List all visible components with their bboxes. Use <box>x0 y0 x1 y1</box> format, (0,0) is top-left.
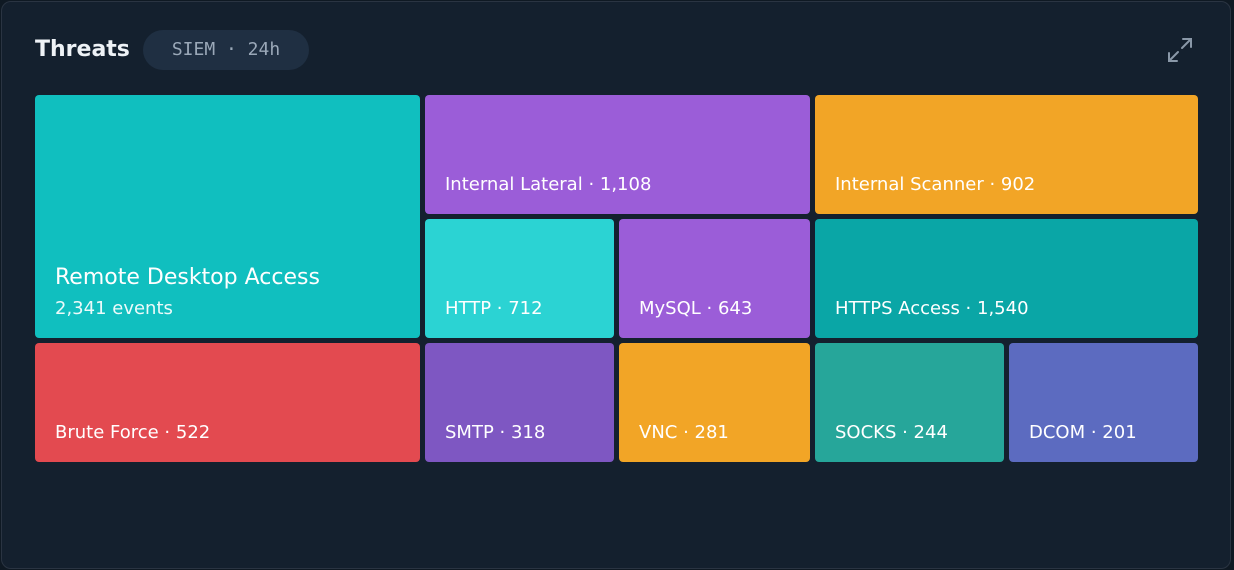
source-badge: SIEM · 24h <box>143 30 309 70</box>
tile-label: Remote Desktop Access <box>55 265 320 290</box>
tile-label: HTTP · 712 <box>445 298 543 319</box>
tile-label: MySQL · 643 <box>639 298 753 319</box>
tile-sublabel: 2,341 events <box>55 298 173 319</box>
tile-label: Internal Scanner · 902 <box>835 174 1036 195</box>
tile-label: SMTP · 318 <box>445 422 546 443</box>
threat-tile[interactable]: HTTP · 712 <box>425 219 614 338</box>
expand-button[interactable] <box>1166 36 1194 64</box>
tile-label: DCOM · 201 <box>1029 422 1137 443</box>
tile-label: VNC · 281 <box>639 422 729 443</box>
threat-tile[interactable]: Brute Force · 522 <box>35 343 420 462</box>
threat-tile[interactable]: SOCKS · 244 <box>815 343 1004 462</box>
tile-label: Internal Lateral · 1,108 <box>445 174 652 195</box>
threat-tile[interactable]: Internal Lateral · 1,108 <box>425 95 810 214</box>
threat-tile[interactable]: MySQL · 643 <box>619 219 810 338</box>
tile-label: HTTPS Access · 1,540 <box>835 298 1029 319</box>
threat-tile[interactable]: Remote Desktop Access 2,341 events <box>35 95 420 338</box>
threat-tile[interactable]: Internal Scanner · 902 <box>815 95 1198 214</box>
card-title: Threats <box>35 37 130 62</box>
tile-label: Brute Force · 522 <box>55 422 211 443</box>
tile-label: SOCKS · 244 <box>835 422 948 443</box>
threat-tile[interactable]: VNC · 281 <box>619 343 810 462</box>
threat-tile[interactable]: SMTP · 318 <box>425 343 614 462</box>
threat-tile[interactable]: DCOM · 201 <box>1009 343 1198 462</box>
threat-tile[interactable]: HTTPS Access · 1,540 <box>815 219 1198 338</box>
